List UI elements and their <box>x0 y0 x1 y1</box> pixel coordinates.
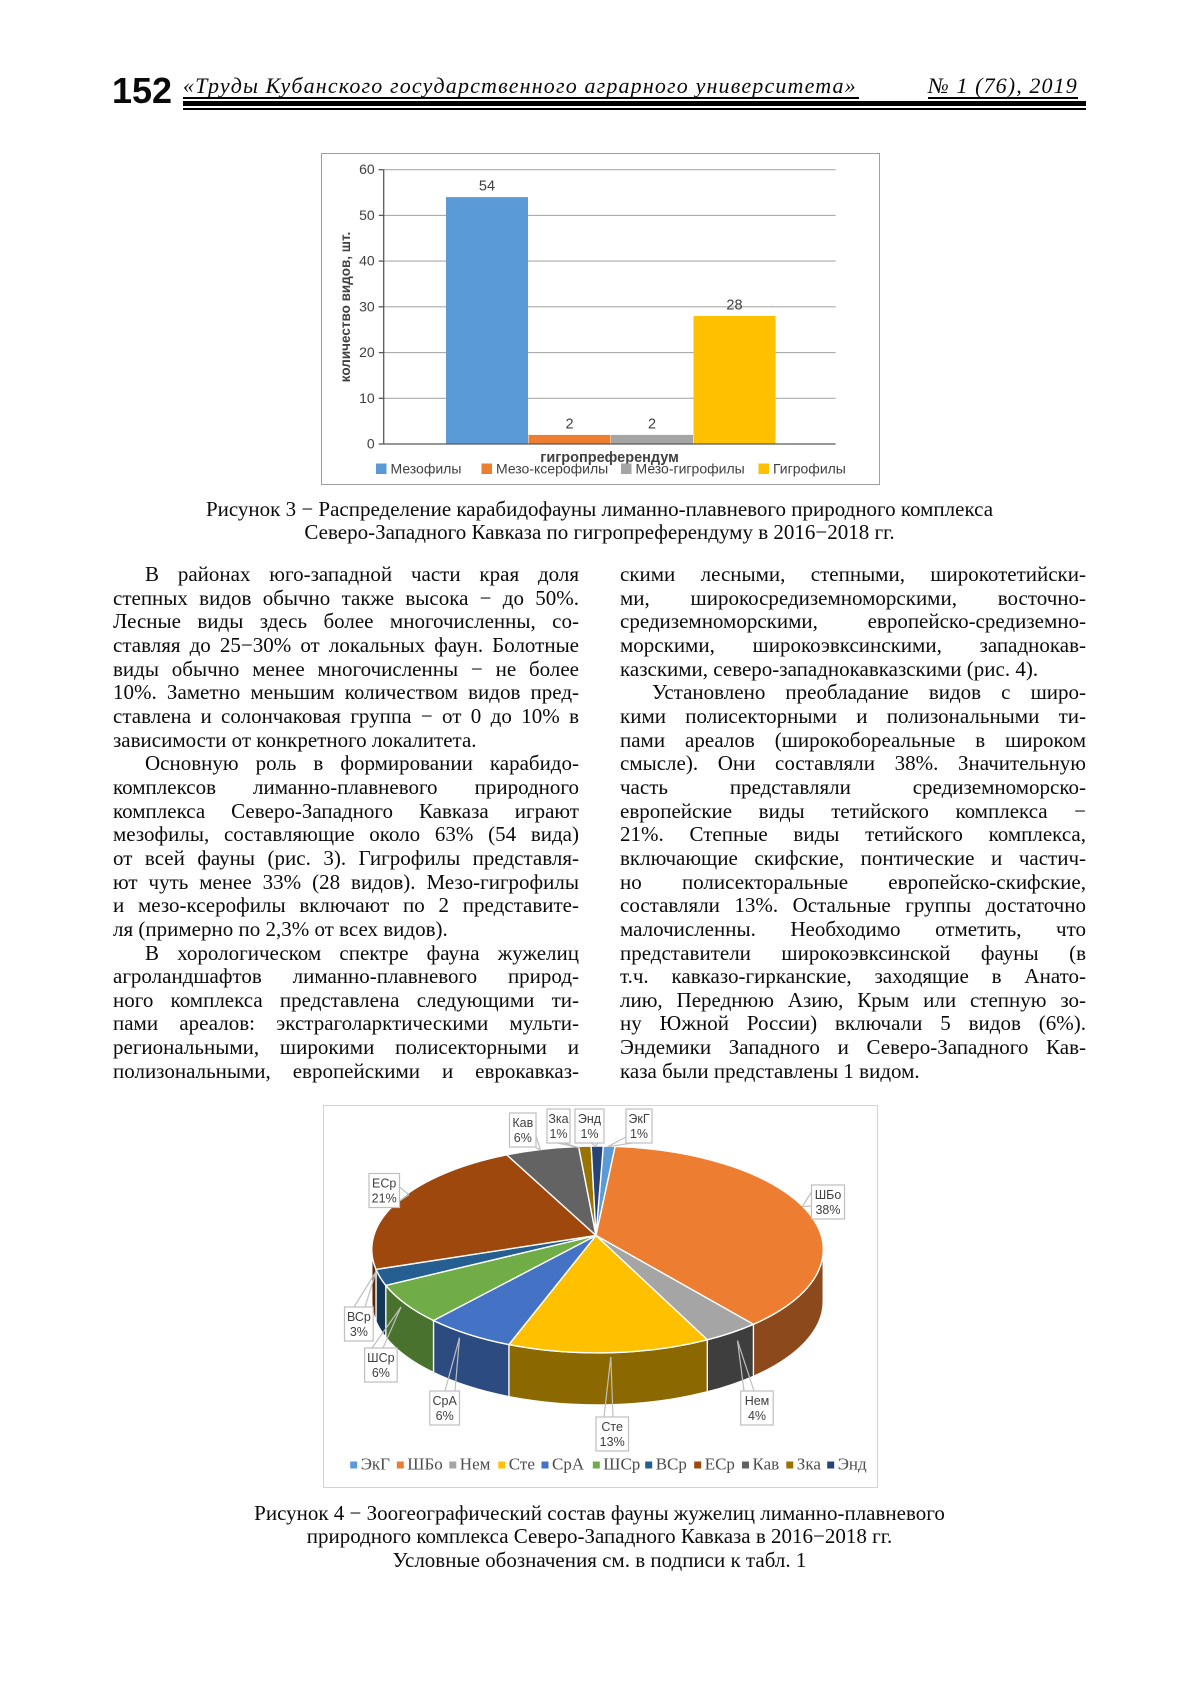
svg-text:ШБо: ШБо <box>814 1188 841 1202</box>
svg-text:ВСр: ВСр <box>346 1310 370 1324</box>
svg-text:0: 0 <box>367 436 375 452</box>
svg-text:28: 28 <box>726 298 742 314</box>
svg-text:ЭкГ: ЭкГ <box>628 1112 649 1126</box>
svg-text:2: 2 <box>565 416 573 432</box>
svg-text:гигропреферендум: гигропреферендум <box>540 450 679 466</box>
svg-text:38%: 38% <box>815 1203 840 1217</box>
svg-text:количество видов, шт.: количество видов, шт. <box>338 232 353 382</box>
svg-text:ЕСр: ЕСр <box>372 1177 396 1191</box>
svg-text:Кав: Кав <box>512 1116 533 1130</box>
svg-text:1%: 1% <box>580 1127 598 1141</box>
svg-text:20: 20 <box>359 344 375 360</box>
svg-text:3%: 3% <box>349 1325 367 1339</box>
svg-text:СрА: СрА <box>432 1394 457 1408</box>
svg-text:6%: 6% <box>513 1131 531 1145</box>
svg-text:Зка: Зка <box>548 1112 568 1126</box>
svg-text:ЕСр: ЕСр <box>704 1455 734 1474</box>
svg-text:2: 2 <box>648 416 656 432</box>
svg-text:6%: 6% <box>371 1366 389 1380</box>
svg-text:Кав: Кав <box>752 1455 779 1474</box>
svg-text:50: 50 <box>359 207 375 223</box>
svg-text:СрА: СрА <box>552 1455 585 1474</box>
svg-text:ШСр: ШСр <box>603 1455 640 1474</box>
svg-text:13%: 13% <box>599 1435 624 1449</box>
svg-text:ВСр: ВСр <box>655 1455 686 1474</box>
svg-text:ШСр: ШСр <box>367 1351 394 1365</box>
svg-text:Нем: Нем <box>459 1455 490 1474</box>
svg-text:1%: 1% <box>629 1127 647 1141</box>
svg-text:60: 60 <box>359 161 375 177</box>
svg-text:Сте: Сте <box>508 1455 534 1474</box>
svg-text:Мезофилы: Мезофилы <box>391 461 462 477</box>
svg-text:ШБо: ШБо <box>407 1455 442 1474</box>
svg-text:1%: 1% <box>549 1127 567 1141</box>
svg-text:Сте: Сте <box>601 1420 623 1434</box>
svg-text:Мезо-гигрофилы: Мезо-гигрофилы <box>636 461 745 477</box>
svg-text:Зка: Зка <box>796 1455 821 1474</box>
svg-text:Гигрофилы: Гигрофилы <box>773 461 846 477</box>
svg-text:21%: 21% <box>371 1192 396 1206</box>
svg-text:Энд: Энд <box>577 1112 601 1126</box>
svg-text:Нем: Нем <box>744 1394 769 1408</box>
svg-text:6%: 6% <box>435 1409 453 1423</box>
svg-text:4%: 4% <box>747 1409 765 1423</box>
svg-text:Мезо-ксерофилы: Мезо-ксерофилы <box>496 461 608 477</box>
svg-text:10: 10 <box>359 390 375 406</box>
svg-text:Энд: Энд <box>837 1455 866 1474</box>
svg-text:40: 40 <box>359 253 375 269</box>
svg-text:ЭкГ: ЭкГ <box>360 1455 389 1474</box>
svg-text:30: 30 <box>359 298 375 314</box>
svg-text:54: 54 <box>479 179 495 195</box>
